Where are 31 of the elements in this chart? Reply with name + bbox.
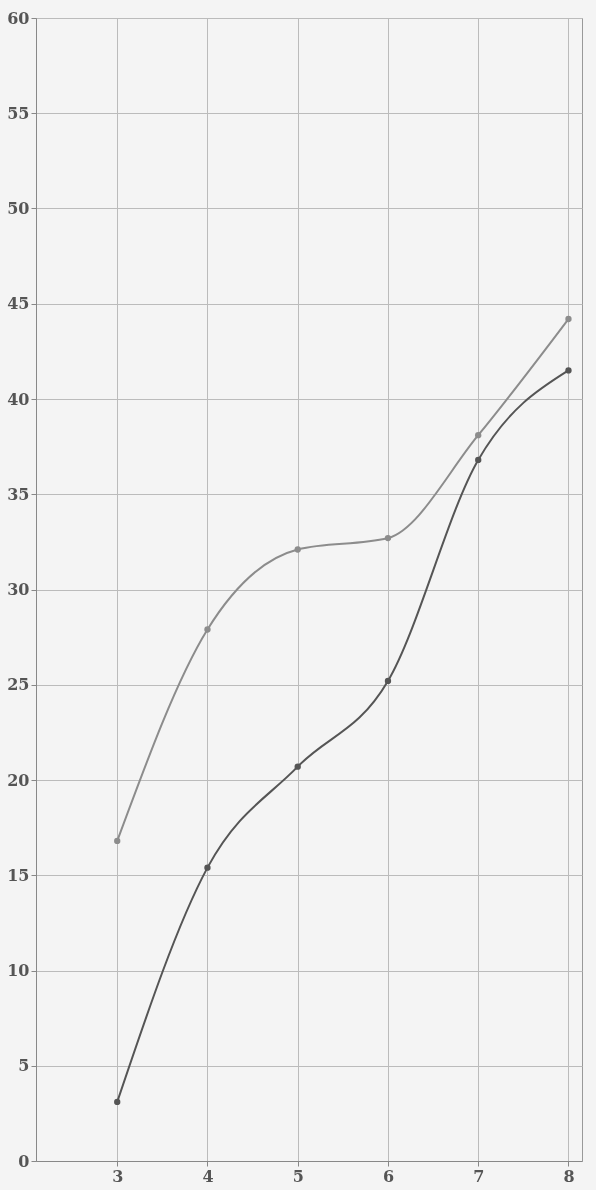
point — [294, 763, 301, 770]
x-tick-label: 3 — [112, 1166, 124, 1186]
point — [565, 315, 572, 323]
point — [475, 432, 482, 439]
y-tick-label: 55 — [7, 103, 30, 123]
x-tick-label: 7 — [473, 1166, 485, 1186]
y-tick-label: 5 — [18, 1056, 30, 1076]
y-tick-label: 10 — [7, 961, 30, 980]
y-tick-label: 60 — [7, 8, 30, 28]
x-tick-label: 6 — [382, 1166, 395, 1186]
point — [204, 626, 211, 633]
y-tick-label: 0 — [18, 1151, 30, 1171]
y-tick-label: 40 — [7, 389, 30, 409]
point — [114, 1098, 121, 1106]
y-tick-label: 20 — [7, 770, 30, 790]
point — [114, 837, 121, 845]
point — [204, 864, 211, 871]
x-tick-label: 4 — [202, 1166, 214, 1186]
point — [294, 546, 301, 553]
point — [384, 677, 392, 685]
point — [475, 456, 482, 464]
y-tick-label: 35 — [7, 484, 30, 504]
y-tick-label: 25 — [7, 675, 30, 695]
y-tick-label: 50 — [7, 199, 30, 218]
point — [384, 534, 392, 542]
y-tick-label: 30 — [7, 580, 30, 599]
x-tick-label: 8 — [563, 1166, 575, 1186]
x-tick-label: 5 — [292, 1166, 304, 1186]
point — [565, 367, 572, 374]
y-tick-label: 15 — [7, 865, 30, 885]
y-tick-label: 45 — [7, 294, 30, 314]
